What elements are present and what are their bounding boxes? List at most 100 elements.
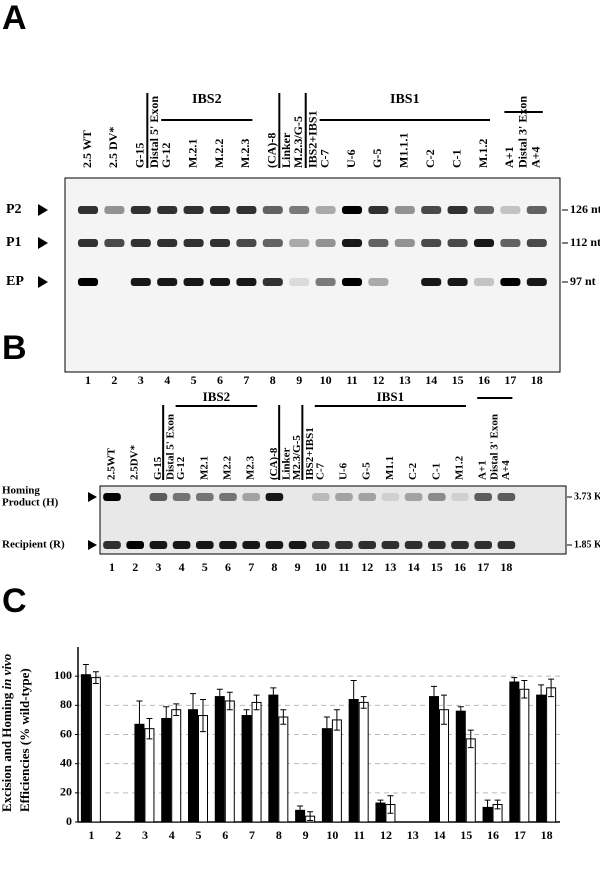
lane-number: 4: [164, 373, 170, 387]
group-label: Distal 3' Exon: [515, 96, 529, 168]
lane-label: M2.2: [222, 455, 234, 480]
gel-band: [149, 541, 168, 549]
gel-band: [404, 493, 423, 501]
lane-label: G-15: [133, 143, 147, 168]
error-bar: [82, 664, 89, 686]
lane-label: M1.1.1: [397, 133, 411, 168]
bar: [429, 696, 439, 823]
x-tick-label: 5: [196, 828, 202, 842]
gel-band: [265, 493, 284, 501]
gel-band: [130, 206, 151, 214]
bar: [268, 694, 279, 823]
x-tick-label: 18: [541, 828, 553, 842]
lane-label: G-12: [159, 143, 173, 168]
gel-band: [497, 541, 516, 549]
lane-label: 2.5WT: [106, 447, 118, 480]
lane-number: 7: [248, 560, 254, 574]
error-bar: [441, 694, 447, 725]
error-bar: [457, 706, 464, 717]
lane-number: 16: [478, 373, 490, 387]
lane-number: 3: [155, 560, 161, 574]
error-bar: [307, 811, 314, 822]
gel-band: [289, 206, 310, 214]
error-bar: [538, 684, 545, 706]
x-tick-label: 2: [115, 828, 121, 842]
gel-band: [236, 239, 257, 247]
x-tick-label: 7: [249, 828, 255, 842]
gel-b: [99, 485, 567, 555]
gel-band: [103, 493, 121, 501]
lane-number: 13: [384, 560, 396, 574]
lane-number: 17: [477, 560, 489, 574]
lane-label: U-6: [338, 462, 350, 480]
lane-label: 2.5 DV*: [106, 127, 120, 168]
band-label: Homing: [2, 485, 40, 497]
bar: [224, 700, 235, 823]
error-bar: [377, 799, 384, 807]
error-bar: [243, 709, 250, 722]
gel-band: [500, 278, 521, 286]
gel-band: [104, 206, 125, 214]
group-label: Linker: [279, 132, 293, 168]
x-tick-label: 15: [460, 828, 472, 842]
gel-band: [104, 239, 125, 247]
error-bar: [511, 677, 518, 687]
band-label: P2: [6, 202, 22, 217]
error-bar: [92, 671, 99, 684]
error-bar: [173, 703, 180, 717]
x-tick-label: 8: [276, 828, 282, 842]
gel-band: [77, 206, 99, 214]
lane-number: 11: [338, 560, 349, 574]
panel-label: B: [2, 329, 27, 367]
lane-label: A+1: [502, 146, 516, 168]
lane-number: 6: [217, 373, 223, 387]
lane-label: M.1.2: [476, 139, 490, 168]
band-arrow: [38, 204, 48, 216]
x-tick-label: 17: [514, 828, 526, 842]
gel-band: [130, 239, 151, 247]
lane-label: A+4: [529, 146, 543, 168]
gel-band: [341, 239, 363, 247]
lane-number: 14: [425, 373, 437, 387]
lane-label: (CA)-8: [265, 133, 279, 168]
error-bar: [200, 699, 206, 733]
gel-band: [497, 493, 516, 501]
gel-band: [381, 541, 400, 549]
panel-label: A: [2, 0, 27, 37]
lane-label: A+1: [477, 460, 489, 480]
bar: [251, 701, 262, 823]
lane-label: 2.5 WT: [80, 130, 94, 168]
lane-label: M2.3/G-5: [291, 435, 303, 480]
lane-label: M.2.3/G-5: [291, 116, 305, 168]
group-label: Distal 5' Exon: [147, 96, 161, 168]
error-bar: [280, 709, 287, 725]
y-tick-label: 100: [54, 668, 72, 682]
gel-band: [447, 206, 468, 214]
band-label: P1: [6, 235, 22, 250]
lane-number: 2: [111, 373, 117, 387]
gel-band: [315, 206, 336, 214]
lane-number: 5: [191, 373, 197, 387]
band-label: Product (H): [2, 497, 59, 509]
gel-band: [381, 493, 400, 501]
y-tick-label: 40: [60, 755, 72, 769]
gel-band: [404, 541, 423, 549]
lane-number: 13: [399, 373, 411, 387]
gel-band: [427, 493, 446, 501]
gel-band: [209, 239, 231, 247]
bar: [519, 688, 530, 823]
error-bar: [323, 716, 330, 741]
error-bar: [431, 685, 437, 708]
error-bar: [333, 709, 340, 731]
gel-band: [311, 541, 330, 549]
lane-number: 12: [372, 373, 384, 387]
error-bar: [270, 687, 277, 703]
bar: [90, 677, 101, 823]
error-bar: [226, 691, 233, 711]
bar: [509, 681, 520, 823]
gel-band: [209, 278, 231, 286]
y-axis-label: Efficiencies (% wild-type): [17, 668, 32, 812]
group-label: IBS1: [390, 92, 420, 107]
x-tick-label: 6: [222, 828, 228, 842]
bar: [439, 709, 449, 823]
